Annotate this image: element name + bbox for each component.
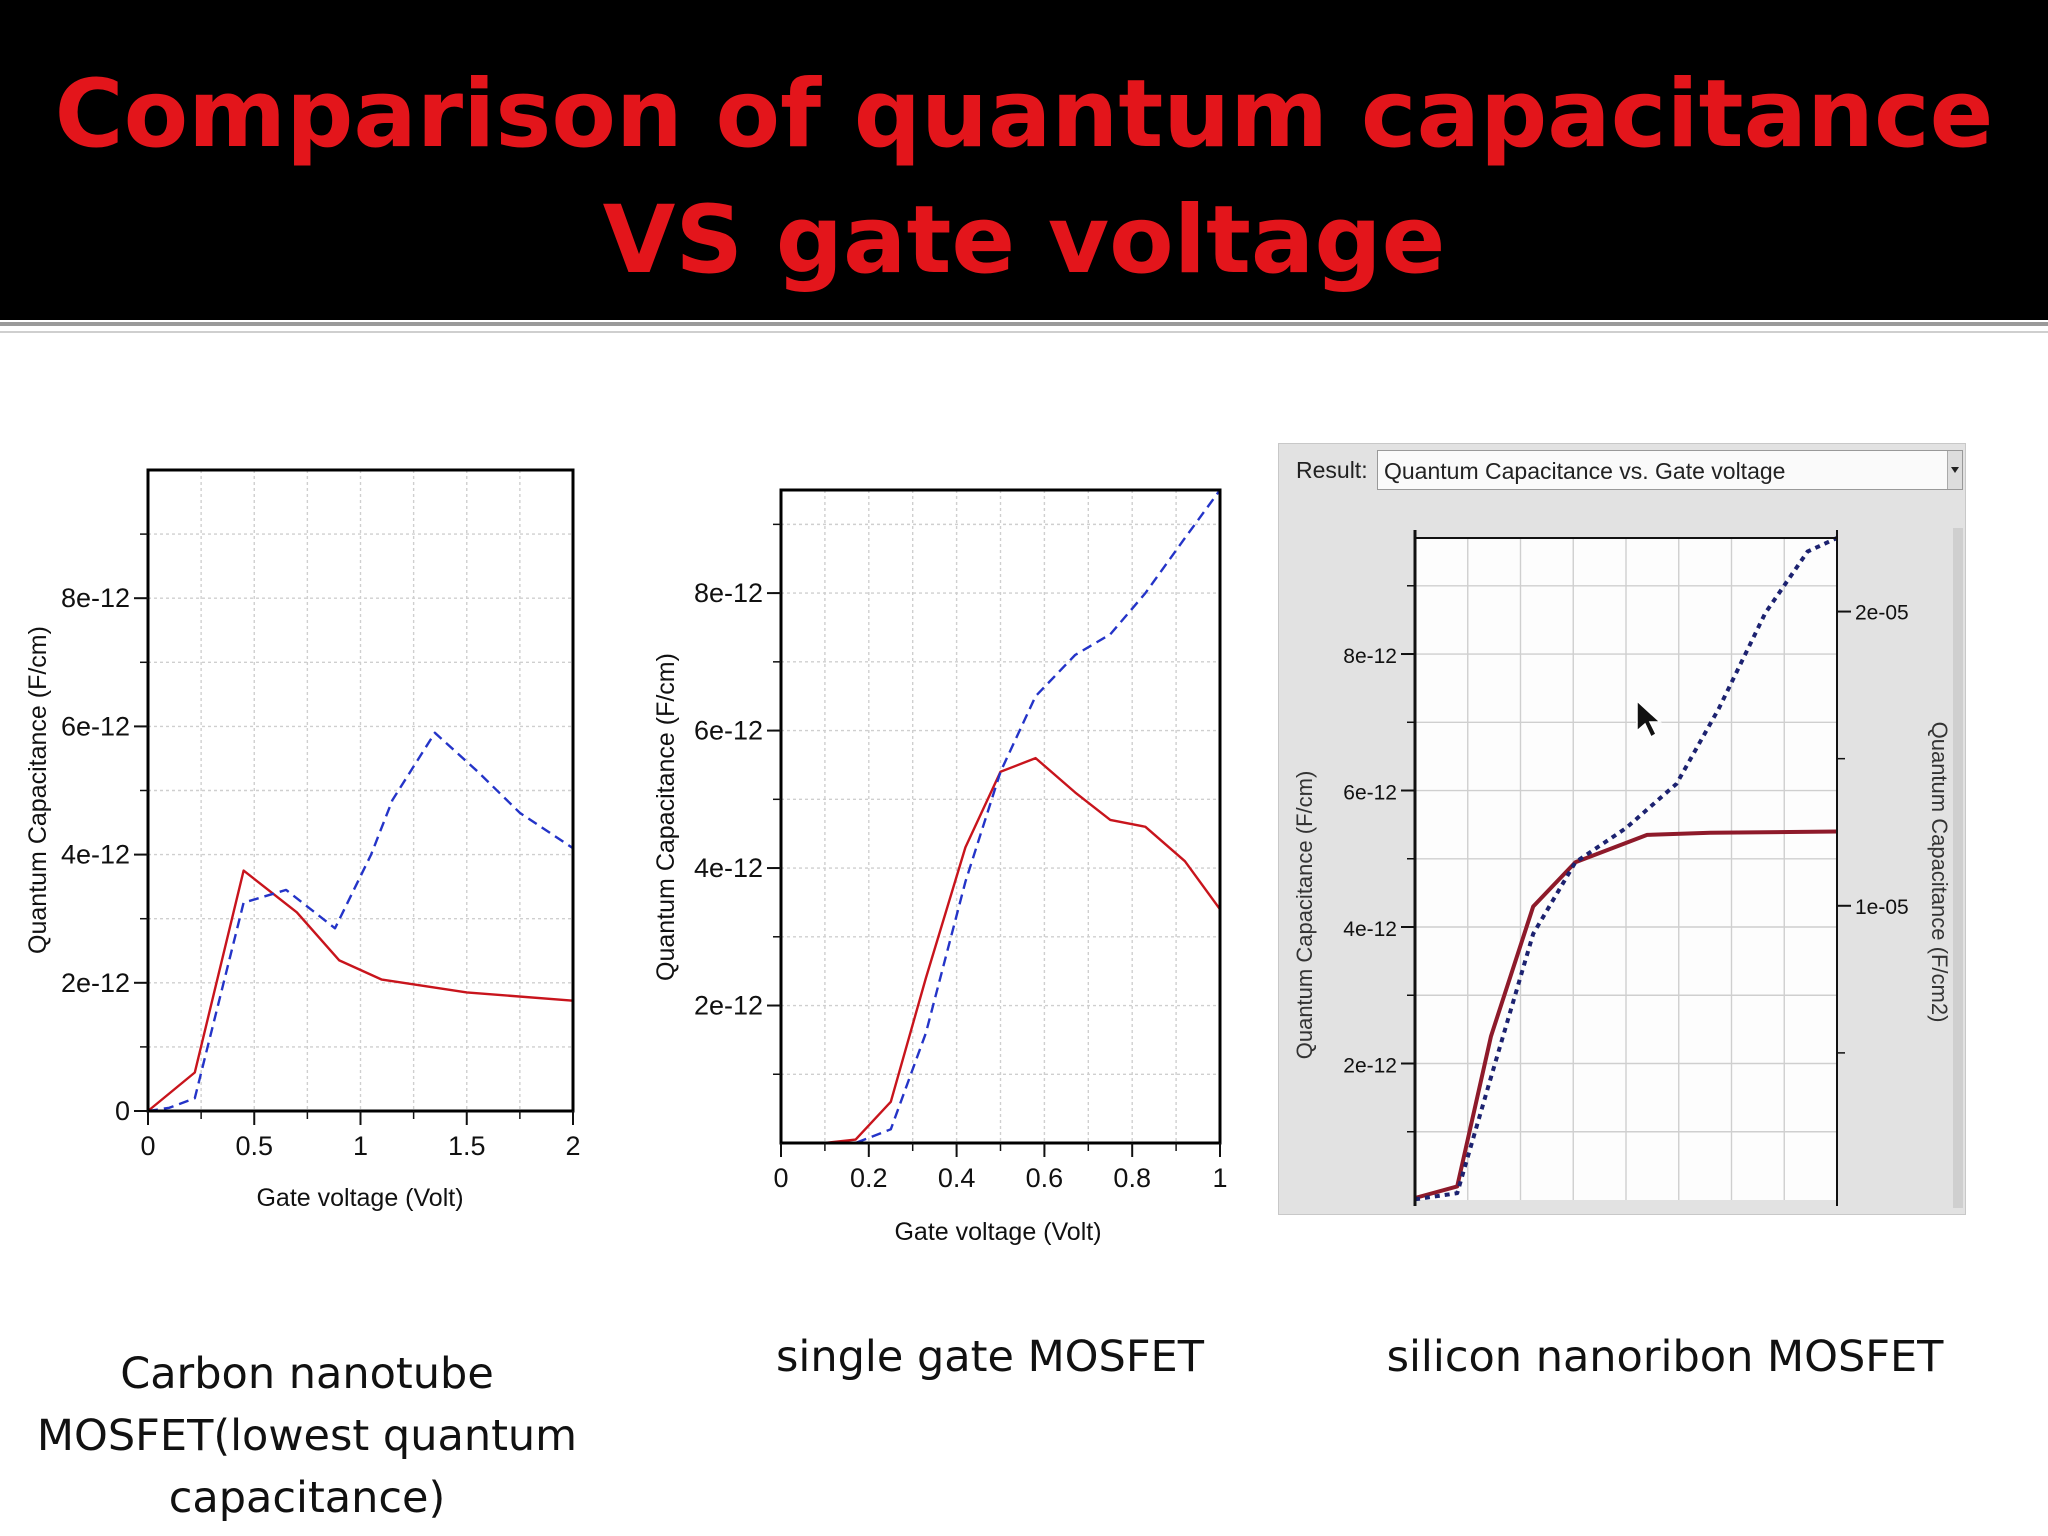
nr-y-tick-label: 6e-12	[1343, 782, 1397, 805]
nr-y-tick-label: 4e-12	[1343, 918, 1397, 941]
nr-y-tick-label: 8e-12	[1343, 645, 1397, 668]
caption-cnt-mosfet: Carbon nanotube MOSFET(lowest quantum ca…	[20, 1343, 594, 1529]
nr-y2-tick-label: 1e-05	[1855, 896, 1909, 919]
nr-y2-axis-label: Quantum Capacitance (F/cm2)	[1927, 722, 1952, 1023]
nr-y-tick-label: 2e-12	[1343, 1055, 1397, 1078]
nr-y-axis-label: Quantum Capacitance (F/cm)	[1292, 771, 1317, 1060]
nanoribbon-chart: 2e-12 4e-12 6e-12 8e-12 1e-05 2e-05 Quantum C…	[0, 0, 2048, 1260]
nr-y2-tick-label: 2e-05	[1855, 602, 1909, 625]
caption-nanoribbon: silicon nanoribon MOSFET	[1360, 1326, 1970, 1388]
caption-single-gate: single gate MOSFET	[740, 1326, 1240, 1388]
